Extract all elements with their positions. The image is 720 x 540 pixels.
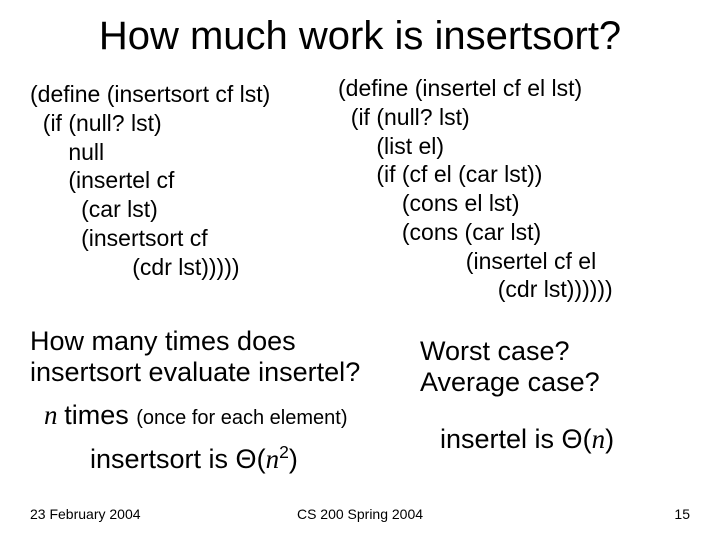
- question-line2-d: ?: [345, 357, 360, 387]
- code-block-insertel: (define (insertel cf el lst) (if (null? …: [338, 74, 613, 304]
- worst-case: Worst case?: [420, 336, 570, 366]
- n-var: n: [266, 444, 280, 474]
- question-how-many: How many times does insertsort evaluate …: [30, 326, 360, 388]
- answer-n-var: n: [44, 400, 64, 430]
- slide: How much work is insertsort? (define (in…: [0, 0, 720, 540]
- footer-course: CS 200 Spring 2004: [0, 506, 720, 522]
- average-case: Average case?: [420, 367, 600, 397]
- code-block-insertsort: (define (insertsort cf lst) (if (null? l…: [30, 80, 270, 281]
- open-paren: (: [257, 444, 266, 474]
- question-line2-c: insertel: [258, 357, 345, 387]
- slide-title: How much work is insertsort?: [0, 14, 720, 59]
- question-cases: Worst case? Average case?: [420, 336, 600, 398]
- n-var-2: n: [592, 424, 606, 454]
- question-line2-b: evaluate: [149, 357, 259, 387]
- question-line2-a: insertsort: [30, 357, 149, 387]
- theta-symbol: Θ: [236, 444, 257, 474]
- answer-n-times: n times (once for each element): [44, 400, 348, 431]
- complexity-right-text: insertel is: [440, 424, 562, 454]
- question-line1: How many times does: [30, 326, 296, 356]
- close-paren-2: ): [605, 424, 614, 454]
- complexity-left-text: insertsort is: [90, 444, 236, 474]
- footer-page-number: 15: [674, 506, 690, 522]
- answer-paren: (once for each element): [136, 407, 347, 429]
- complexity-insertel: insertel is Θ(n): [440, 424, 614, 455]
- open-paren-2: (: [583, 424, 592, 454]
- complexity-insertsort: insertsort is Θ(n2): [90, 442, 298, 475]
- exponent-2: 2: [279, 442, 289, 462]
- close-paren: ): [289, 444, 298, 474]
- answer-times-text: times: [64, 400, 136, 430]
- theta-symbol-2: Θ: [562, 424, 583, 454]
